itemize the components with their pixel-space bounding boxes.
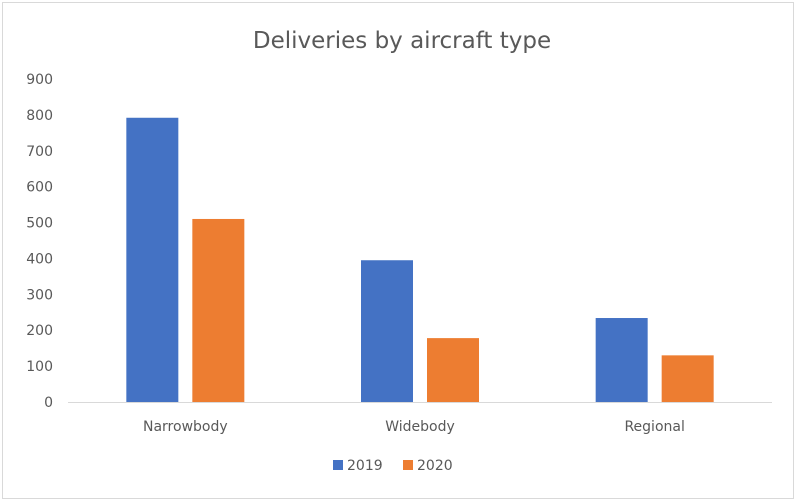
y-tick-label: 200 bbox=[26, 323, 53, 339]
y-tick-label: 700 bbox=[26, 144, 53, 160]
bar-narrowbody-2020 bbox=[192, 218, 245, 402]
y-tick-label: 900 bbox=[26, 72, 53, 88]
legend-swatch-2019 bbox=[333, 460, 343, 470]
legend-label: 2020 bbox=[417, 458, 453, 474]
y-tick-label: 600 bbox=[26, 180, 53, 196]
bar-widebody-2020 bbox=[427, 338, 479, 402]
x-category-label: Widebody bbox=[385, 419, 455, 435]
x-category-label: Regional bbox=[624, 419, 684, 435]
y-tick-label: 0 bbox=[44, 395, 53, 411]
y-tick-label: 800 bbox=[26, 108, 53, 124]
y-tick-label: 500 bbox=[26, 216, 53, 232]
y-axis-ticks: 0 100 200 300 400 500 600 700 800 900 bbox=[26, 72, 53, 411]
bar-narrowbody-2019 bbox=[126, 117, 179, 402]
legend: 2019 2020 bbox=[333, 458, 453, 474]
bar-regional-2020 bbox=[661, 355, 714, 402]
chart-title: Deliveries by aircraft type bbox=[253, 28, 551, 54]
y-tick-label: 300 bbox=[26, 287, 53, 303]
legend-swatch-2020 bbox=[403, 460, 413, 470]
bar-regional-2019 bbox=[595, 318, 648, 402]
x-category-label: Narrowbody bbox=[143, 419, 228, 435]
y-tick-label: 400 bbox=[26, 251, 53, 267]
legend-label: 2019 bbox=[347, 458, 383, 474]
y-tick-label: 100 bbox=[26, 359, 53, 375]
category-labels: Narrowbody Widebody Regional bbox=[143, 419, 685, 435]
bar-widebody-2019 bbox=[361, 260, 413, 402]
bars bbox=[126, 117, 714, 402]
